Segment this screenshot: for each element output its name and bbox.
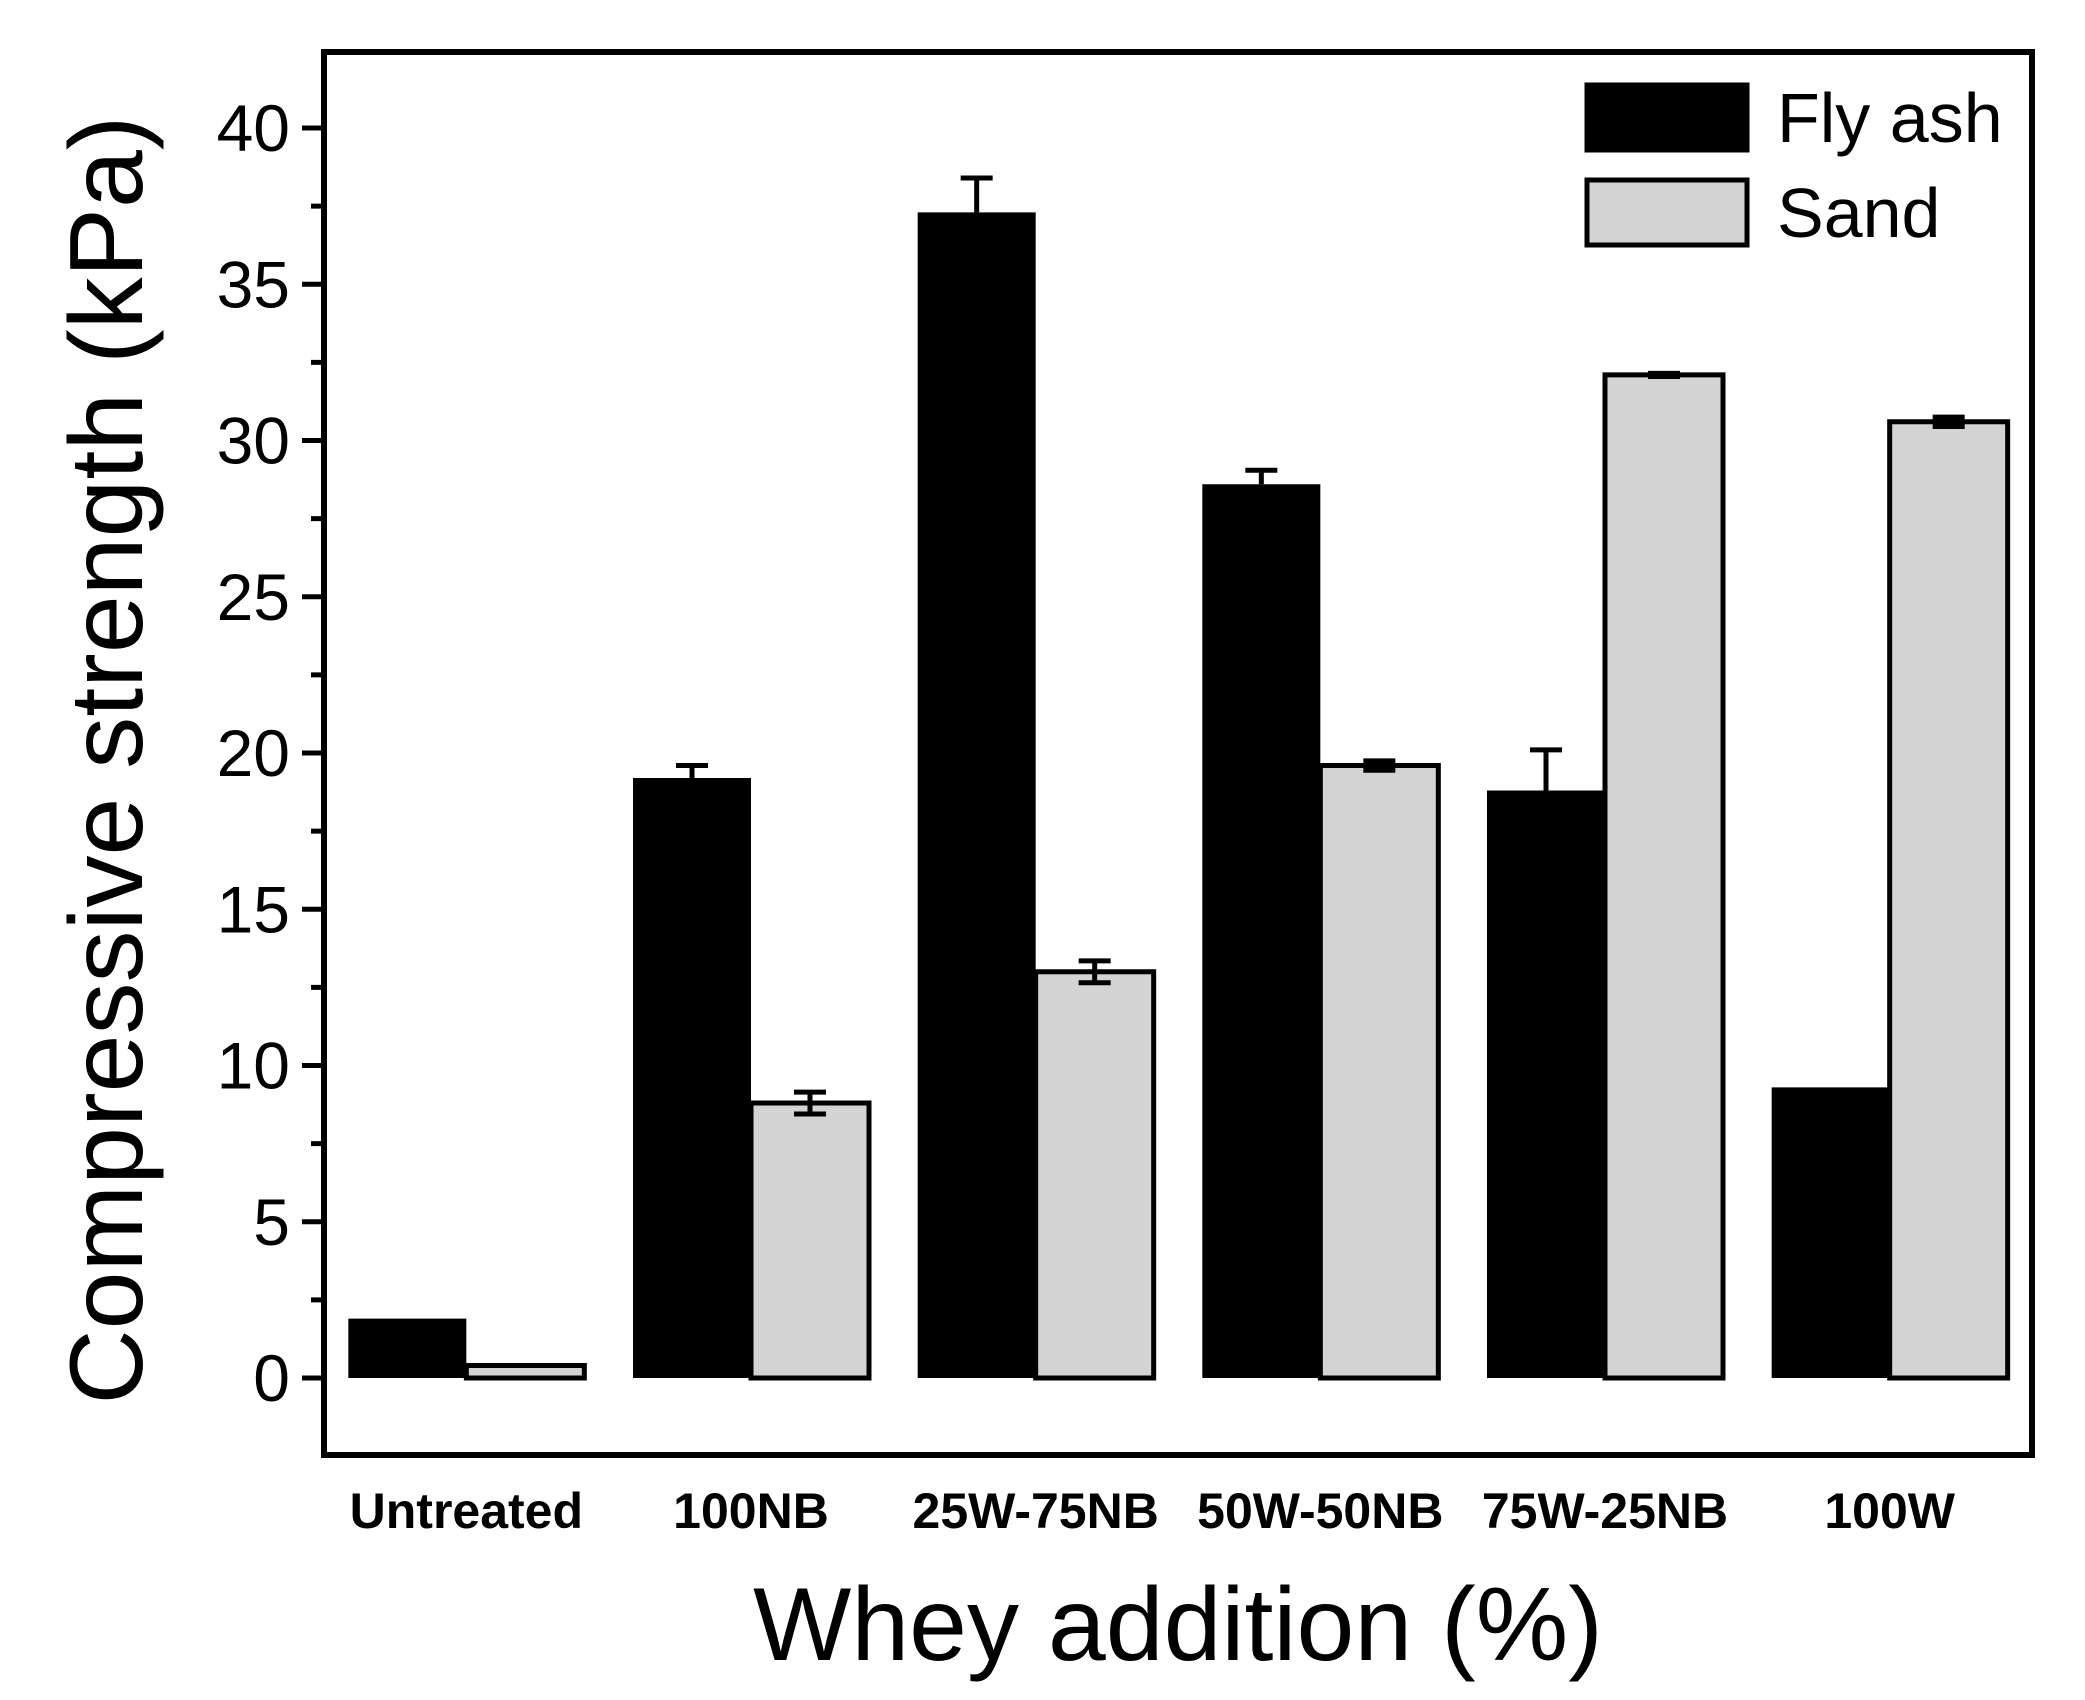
error-bar-sand-100w (1932, 414, 1965, 429)
error-bar-fly-ash-50w-50nb (1245, 467, 1278, 485)
bars-group (348, 212, 2011, 1381)
error-bar-sand-25w-75nb (1078, 958, 1111, 986)
bar-fly-ash-50w-50nb (1202, 484, 1321, 1378)
error-bar-sand-100nb (794, 1089, 826, 1117)
bar-fly-ash-untreated (348, 1318, 467, 1378)
bar-fly-ash-75w-25nb (1487, 790, 1605, 1378)
y-tick-label: 20 (217, 716, 290, 790)
bar-sand-100w (1887, 419, 2011, 1381)
y-tick-label: 30 (217, 404, 290, 478)
x-category-label: 100NB (673, 1483, 829, 1539)
y-axis-ticks (302, 125, 324, 1381)
y-tick-label: 5 (253, 1185, 290, 1259)
bar-sand-untreated (463, 1363, 587, 1381)
plot-frame (321, 49, 2035, 1458)
bar-sand-75w-25nb (1602, 372, 1726, 1381)
bar-fly-ash-100w (1771, 1087, 1890, 1378)
y-tick-label: 25 (217, 560, 290, 634)
x-category-label: 100W (1824, 1483, 1955, 1539)
legend: Fly ash Sand (1584, 79, 2003, 252)
y-tick-label: 40 (217, 91, 290, 165)
error-bar-fly-ash-25w-75nb (960, 175, 993, 213)
error-bar-sand-75w-25nb (1648, 370, 1680, 379)
error-bars-group (676, 175, 1965, 1117)
bar-sand-100nb (748, 1100, 872, 1381)
legend-swatch-fly-ash (1584, 82, 1750, 153)
legend-swatch-sand (1584, 177, 1750, 248)
y-axis-tick-labels: 0 5 10 15 20 25 30 35 40 (217, 91, 290, 1415)
legend-label-fly-ash: Fly ash (1777, 79, 2003, 157)
error-bar-sand-50w-50nb (1363, 758, 1396, 773)
bar-fly-ash-25w-75nb (917, 212, 1036, 1378)
y-tick-label: 10 (217, 1029, 290, 1103)
bar-sand-50w-50nb (1317, 763, 1441, 1381)
y-axis-title: Compressive strength (kPa) (49, 116, 165, 1405)
error-bar-fly-ash-75w-25nb (1530, 747, 1562, 791)
x-category-label: 25W-75NB (913, 1483, 1159, 1539)
error-bar-fly-ash-100nb (676, 763, 708, 778)
x-category-label: 50W-50NB (1197, 1483, 1443, 1539)
y-tick-label: 0 (253, 1341, 290, 1415)
x-axis-category-labels: Untreated 100NB 25W-75NB 50W-50NB 75W-25NB 10… (350, 1483, 1956, 1539)
x-axis-title: Whey addition (%) (753, 1567, 1603, 1683)
y-tick-label: 15 (217, 872, 290, 946)
bar-fly-ash-100nb (633, 778, 751, 1378)
y-tick-label: 35 (217, 247, 290, 321)
bar-sand-25w-75nb (1033, 969, 1157, 1381)
legend-label-sand: Sand (1777, 174, 1940, 252)
x-category-label: Untreated (350, 1483, 583, 1539)
x-category-label: 75W-25NB (1482, 1483, 1728, 1539)
